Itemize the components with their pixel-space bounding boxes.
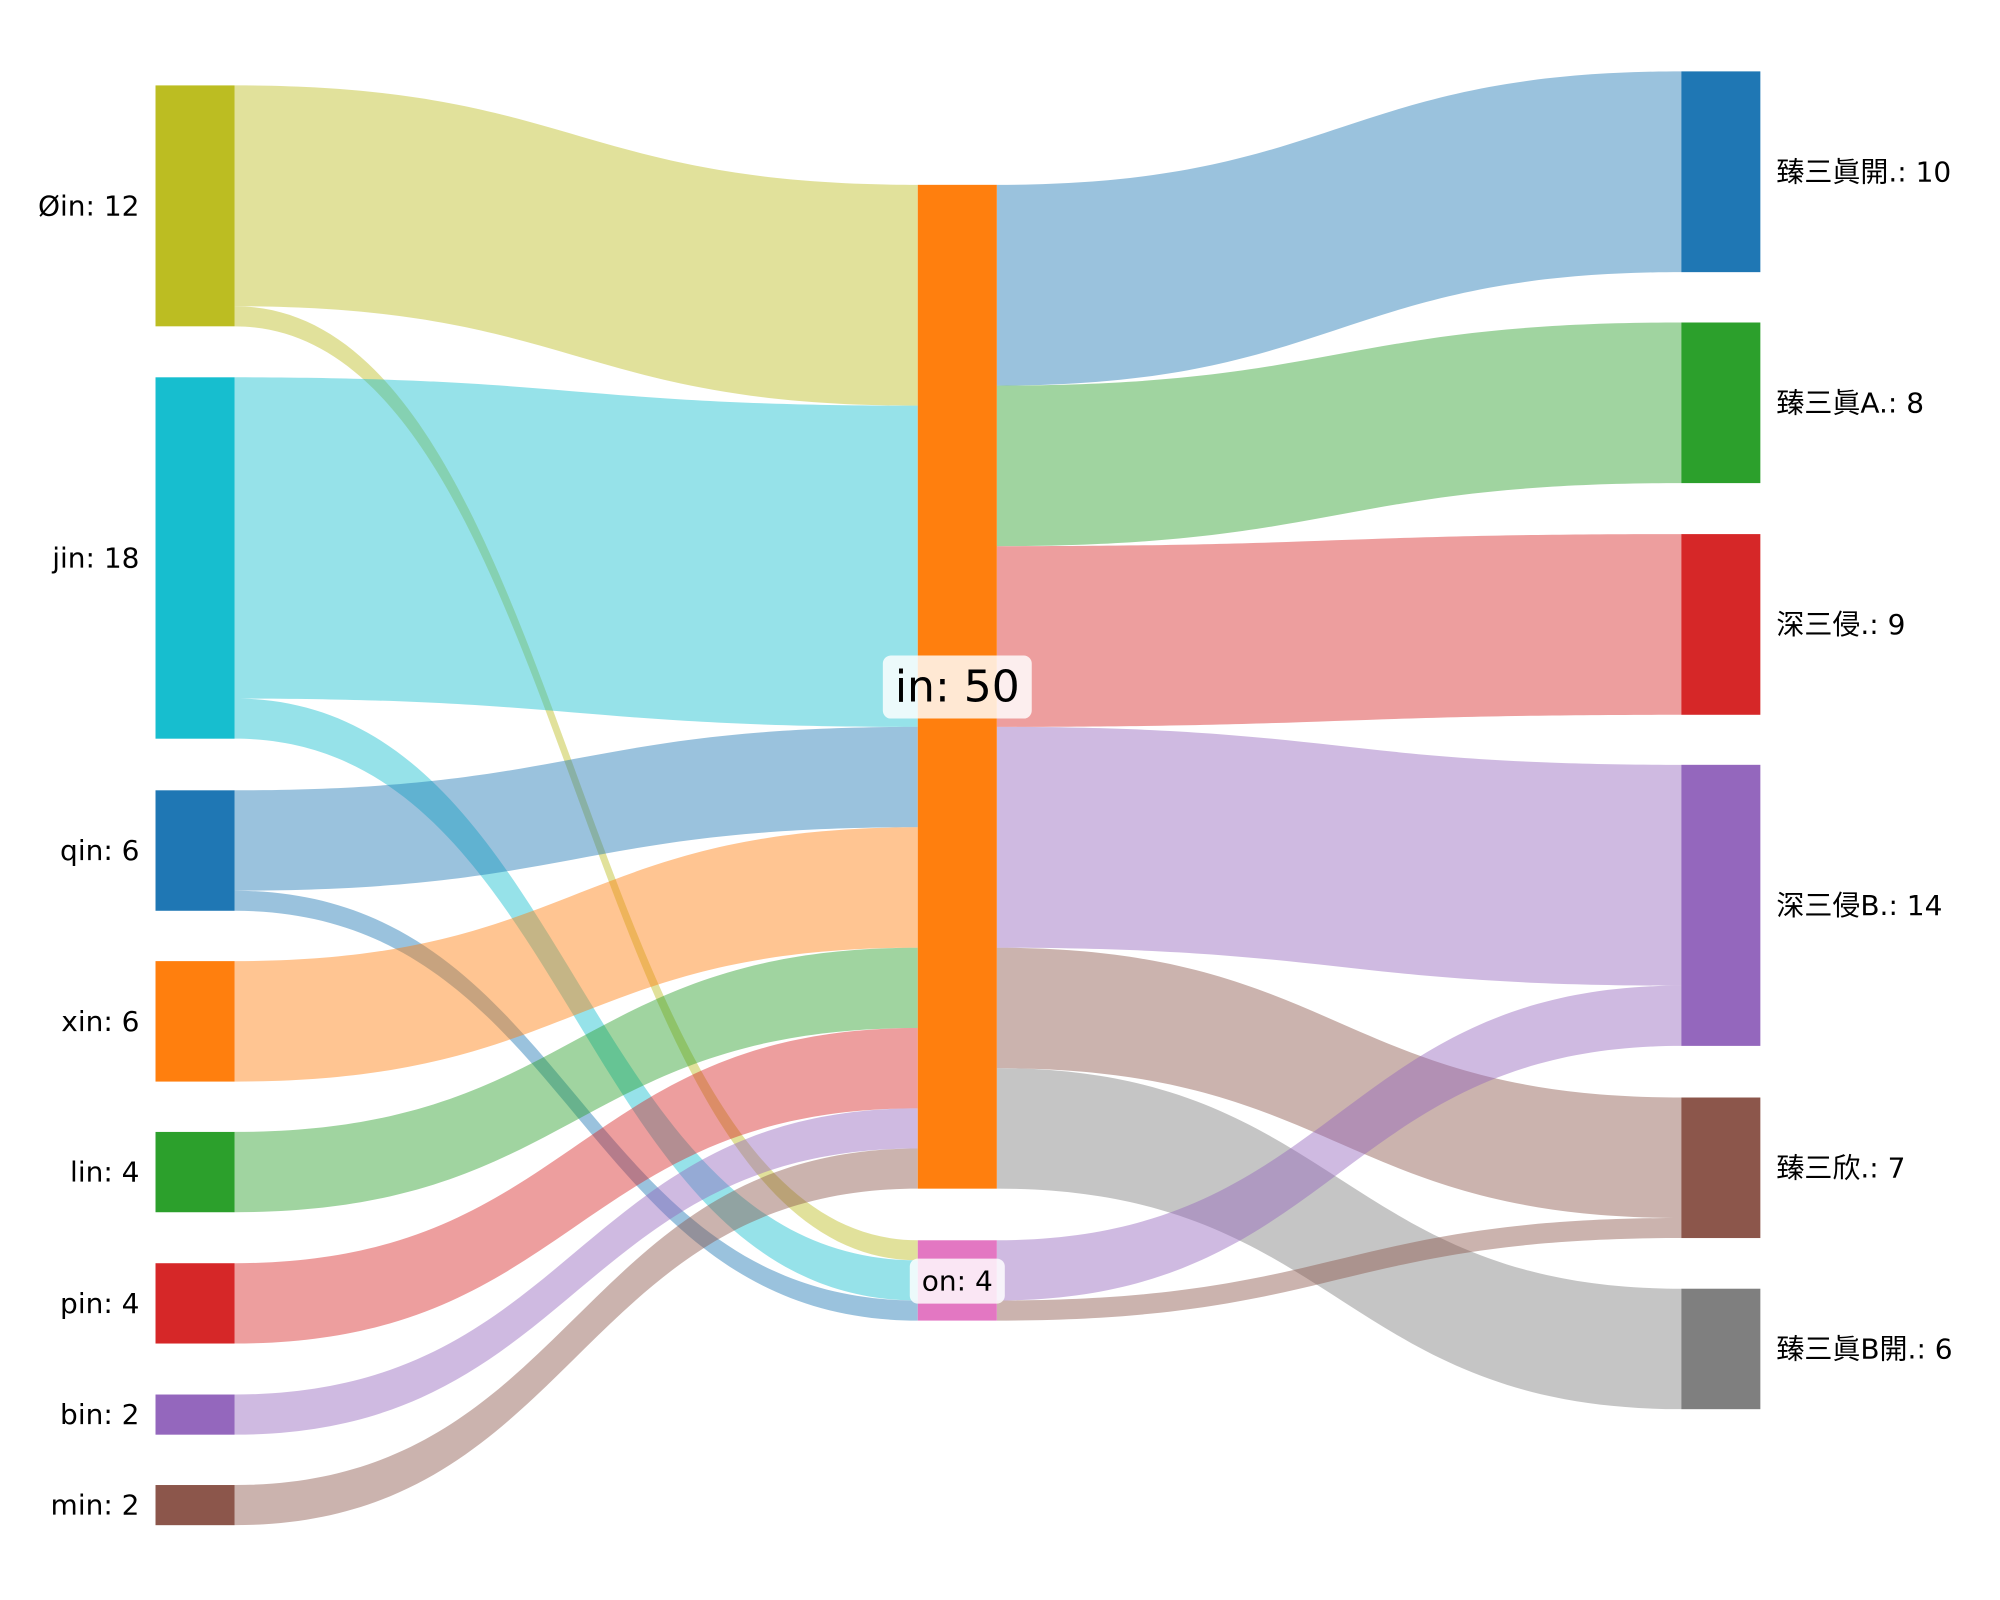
- link-oin-on: [234, 306, 918, 1261]
- node-qin: [155, 790, 235, 911]
- node-jin: [155, 377, 235, 739]
- link-bin-in: [234, 1108, 918, 1435]
- link-in-r6: [996, 1068, 1682, 1410]
- node-label-oin: Øin: 12: [38, 189, 140, 222]
- link-qin-in: [234, 726, 918, 891]
- node-label-r3: 深三侵.: 9: [1776, 608, 1905, 641]
- node-min: [155, 1485, 235, 1526]
- node-label-bin: bin: 2: [60, 1398, 139, 1431]
- node-oin: [155, 85, 235, 327]
- node-label-bg-on: [909, 1258, 1005, 1304]
- link-oin-in: [234, 85, 918, 406]
- link-jin-in: [234, 377, 918, 727]
- links-layer: [234, 71, 1682, 1526]
- link-xin-in: [234, 827, 918, 1082]
- node-label-jin: jin: 18: [51, 541, 139, 574]
- link-min-in: [234, 1148, 918, 1526]
- node-label-r1: 臻三眞開.: 10: [1776, 155, 1951, 188]
- node-r4: [1681, 764, 1761, 1046]
- node-label-pin: pin: 4: [60, 1287, 139, 1320]
- node-label-r2: 臻三眞A.: 8: [1776, 386, 1924, 419]
- node-bin: [155, 1394, 235, 1435]
- node-r6: [1681, 1288, 1761, 1410]
- labels-layer: Øin: 12 jin: 18 qin: 6 xin: 6 lin: 4 pin: 4 bi…: [38, 155, 1953, 1521]
- node-r1: [1681, 71, 1761, 273]
- link-on-r5: [996, 1217, 1682, 1321]
- node-lin: [155, 1131, 235, 1213]
- node-xin: [155, 961, 235, 1082]
- link-in-r3: [996, 534, 1682, 727]
- node-label-r4: 深三侵B.: 14: [1776, 889, 1942, 922]
- link-in-r5: [996, 947, 1682, 1218]
- link-pin-in: [234, 1028, 918, 1344]
- node-label-r5: 臻三欣.: 7: [1776, 1151, 1905, 1184]
- node-pin: [155, 1263, 235, 1344]
- node-r5: [1681, 1097, 1761, 1239]
- node-label-lin: lin: 4: [70, 1156, 139, 1189]
- link-in-r4: [996, 726, 1682, 986]
- node-r3: [1681, 534, 1761, 715]
- nodes-layer: [155, 71, 1761, 1526]
- node-label-bg-in: [882, 655, 1032, 719]
- node-label-in: in: 50: [895, 662, 1020, 713]
- node-label-xin: xin: 6: [61, 1005, 139, 1038]
- node-label-min: min: 2: [51, 1489, 140, 1522]
- link-in-r2: [996, 322, 1682, 547]
- node-label-qin: qin: 6: [60, 834, 139, 867]
- link-jin-on: [234, 698, 918, 1301]
- node-label-r6: 臻三眞B開.: 6: [1776, 1332, 1952, 1365]
- node-label-on: on: 4: [922, 1265, 993, 1298]
- node-r2: [1681, 322, 1761, 484]
- link-on-r4: [996, 985, 1682, 1301]
- link-qin-on: [234, 890, 918, 1321]
- link-lin-in: [234, 947, 918, 1213]
- link-in-r1: [996, 71, 1682, 386]
